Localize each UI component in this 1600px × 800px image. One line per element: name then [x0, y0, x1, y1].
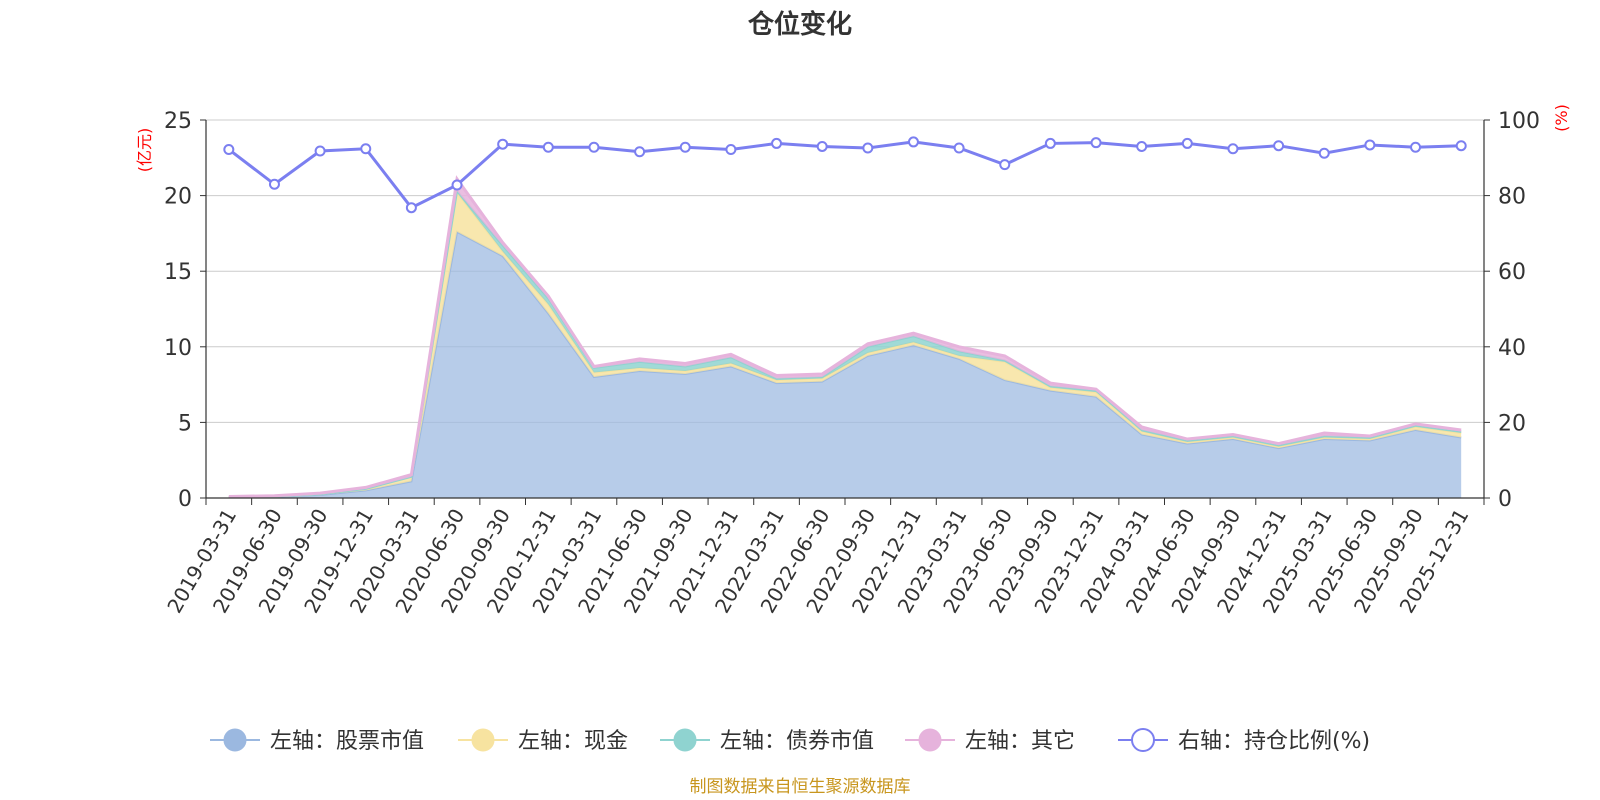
ratio-point	[999, 159, 1011, 171]
legend-other: 左轴：其它	[905, 728, 1075, 754]
right-tick-label: 20	[1498, 411, 1526, 436]
ratio-point	[679, 141, 691, 153]
ratio-point	[1410, 141, 1422, 153]
chart-title: 仓位变化	[747, 9, 852, 40]
ratio-point	[1318, 147, 1330, 159]
ratio-point	[542, 141, 554, 153]
ratio-point	[360, 143, 372, 155]
ratio-point	[451, 179, 463, 191]
ratio-point	[588, 141, 600, 153]
ratio-line-layer	[223, 136, 1467, 214]
legend-bond: 左轴：债券市值	[660, 728, 874, 754]
right-tick-label: 100	[1498, 109, 1540, 134]
legend-marker	[918, 728, 942, 752]
legend-marker	[673, 728, 697, 752]
ratio-point	[771, 137, 783, 149]
legend-label: 右轴：持仓比例(%)	[1178, 729, 1370, 754]
left-tick-label: 0	[178, 487, 192, 512]
other-area-edge	[228, 175, 1462, 498]
legend-marker	[223, 728, 247, 752]
ratio-point	[862, 142, 874, 154]
source-note: 制图数据来自恒生聚源数据库	[690, 777, 911, 797]
legend-label: 左轴：现金	[518, 729, 628, 754]
ratio-point	[1136, 140, 1148, 152]
left-tick-label: 15	[164, 260, 192, 285]
left-tick-label: 25	[164, 109, 192, 134]
ratio-point	[268, 178, 280, 190]
left-axis-unit: (亿元)	[135, 128, 154, 173]
left-tick-label: 5	[178, 411, 192, 436]
ratio-point	[816, 140, 828, 152]
legend-marker	[471, 728, 495, 752]
ratio-point	[1044, 137, 1056, 149]
left-tick-label: 20	[164, 185, 192, 210]
ratio-point	[314, 145, 326, 157]
legend-label: 左轴：其它	[965, 729, 1075, 754]
right-tick-label: 0	[1498, 487, 1512, 512]
legend-stock: 左轴：股票市值	[210, 728, 424, 754]
legend: 左轴：股票市值 左轴：现金 左轴：债券市值 左轴：其它 右轴：持仓比例(%)	[210, 728, 1370, 754]
ratio-point	[405, 202, 417, 214]
legend-label: 左轴：债券市值	[720, 729, 874, 754]
ratio-point	[223, 143, 235, 155]
legend-marker	[1131, 728, 1155, 752]
ratio-point	[1455, 140, 1467, 152]
legend-label: 左轴：股票市值	[270, 729, 424, 754]
legend-ratio: 右轴：持仓比例(%)	[1118, 728, 1370, 754]
ratio-point	[497, 138, 509, 150]
right-tick-label: 60	[1498, 260, 1526, 285]
ratio-point	[634, 146, 646, 158]
right-tick-label: 40	[1498, 336, 1526, 361]
right-tick-label: 80	[1498, 185, 1526, 210]
stock-value-area	[228, 231, 1462, 498]
grid-lines	[206, 119, 1484, 423]
stacked-areas	[228, 175, 1462, 499]
ratio-point	[953, 142, 965, 154]
ratio-point	[1273, 140, 1285, 152]
ratio-point	[1181, 137, 1193, 149]
position-ratio-line	[227, 140, 1462, 210]
left-tick-label: 10	[164, 336, 192, 361]
right-axis-unit: (%)	[1552, 104, 1571, 132]
ratio-point	[907, 136, 919, 148]
ratio-point	[1090, 137, 1102, 149]
ratio-point	[1364, 139, 1376, 151]
ratio-point	[725, 143, 737, 155]
ratio-point	[1227, 143, 1239, 155]
legend-cash: 左轴：现金	[458, 728, 628, 754]
